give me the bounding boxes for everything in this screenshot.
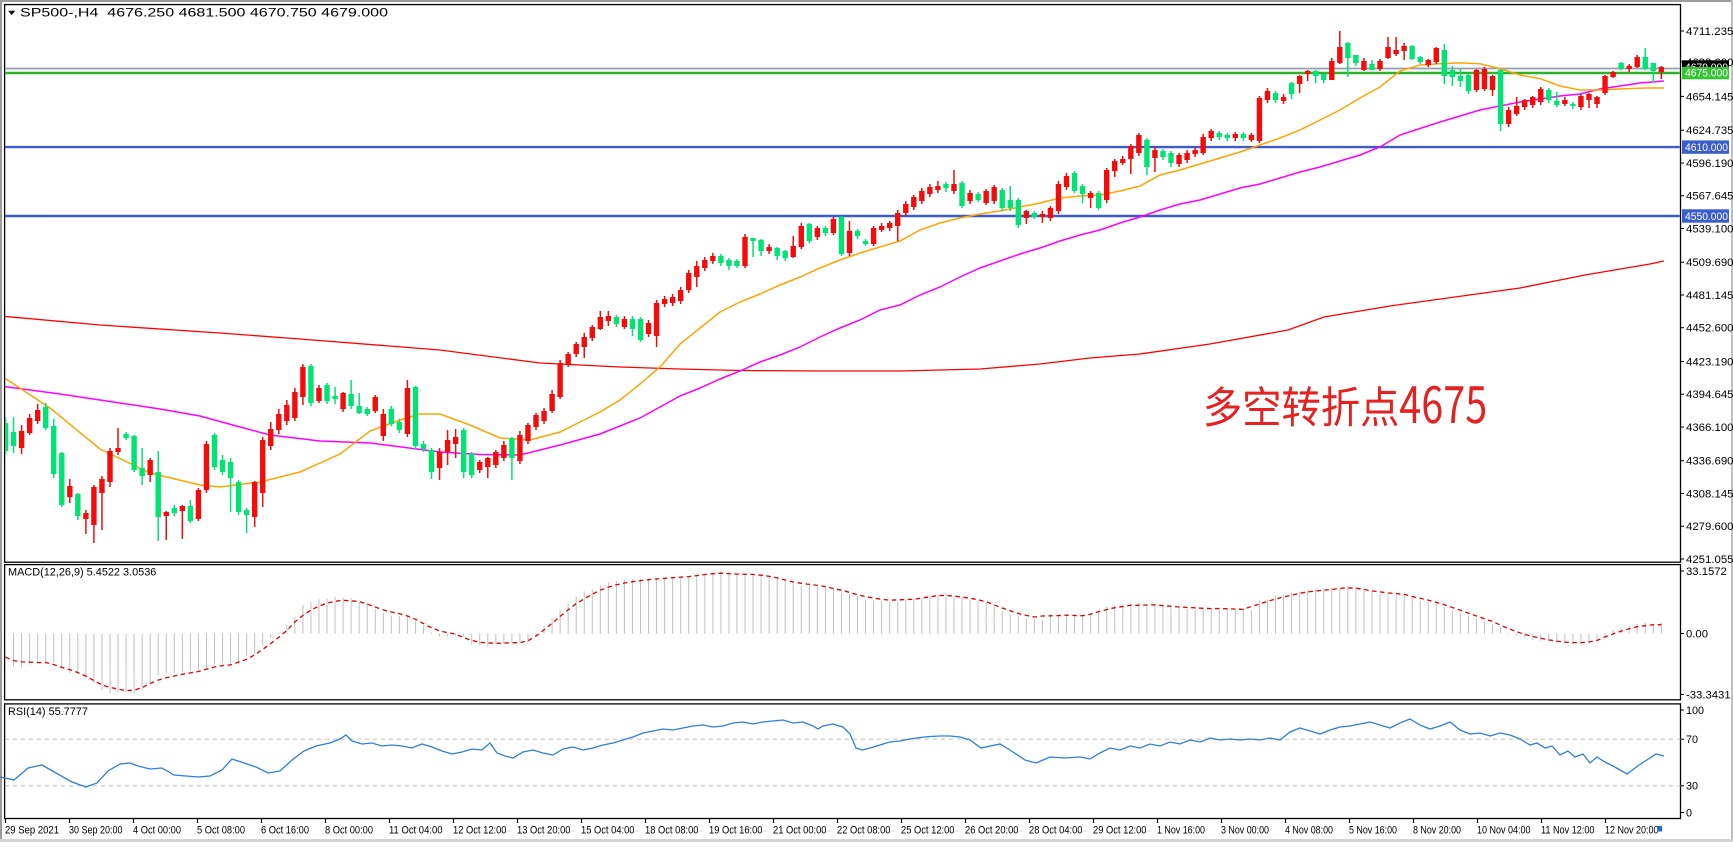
svg-text:RSI(14) 55.7777: RSI(14) 55.7777 (8, 706, 88, 718)
svg-text:3 Nov 00:00: 3 Nov 00:00 (1221, 825, 1269, 837)
svg-text:MACD(12,26,9) 5.4522 3.0536: MACD(12,26,9) 5.4522 3.0536 (8, 567, 156, 579)
svg-text:4711.235: 4711.235 (1686, 26, 1733, 38)
svg-text:100: 100 (1686, 705, 1704, 717)
svg-text:SP500-,H4 4676.250 4681.500 4: SP500-,H4 4676.250 4681.500 4670.750 467… (20, 5, 388, 19)
svg-text:70: 70 (1686, 734, 1698, 746)
svg-text:4 Oct 00:00: 4 Oct 00:00 (133, 825, 181, 837)
svg-text:10 Nov 04:00: 10 Nov 04:00 (1477, 825, 1531, 837)
svg-text:8 Nov 20:00: 8 Nov 20:00 (1413, 825, 1461, 837)
svg-text:4509.690: 4509.690 (1686, 257, 1733, 269)
svg-text:29 Oct 12:00: 29 Oct 12:00 (1093, 825, 1147, 837)
svg-text:4610.000: 4610.000 (1685, 142, 1728, 154)
svg-text:4539.100: 4539.100 (1686, 223, 1733, 235)
svg-text:5 Nov 16:00: 5 Nov 16:00 (1349, 825, 1397, 837)
svg-text:0.00: 0.00 (1686, 628, 1708, 640)
svg-text:22 Oct 08:00: 22 Oct 08:00 (837, 825, 891, 837)
svg-text:-33.3431: -33.3431 (1686, 689, 1731, 701)
svg-text:12 Oct 12:00: 12 Oct 12:00 (453, 825, 507, 837)
svg-text:29 Sep 2021: 29 Sep 2021 (5, 825, 59, 837)
svg-text:33.1572: 33.1572 (1686, 566, 1727, 578)
svg-text:4654.145: 4654.145 (1686, 91, 1733, 103)
svg-text:4279.600: 4279.600 (1686, 521, 1733, 533)
svg-text:13 Oct 20:00: 13 Oct 20:00 (517, 825, 571, 837)
svg-text:18 Oct 08:00: 18 Oct 08:00 (645, 825, 699, 837)
svg-text:26 Oct 20:00: 26 Oct 20:00 (965, 825, 1019, 837)
svg-text:28 Oct 04:00: 28 Oct 04:00 (1029, 825, 1083, 837)
svg-text:4394.645: 4394.645 (1686, 389, 1733, 401)
svg-text:4550.000: 4550.000 (1685, 211, 1728, 223)
svg-text:30 Sep 20:00: 30 Sep 20:00 (69, 825, 123, 837)
svg-text:0: 0 (1686, 807, 1692, 819)
svg-text:25 Oct 12:00: 25 Oct 12:00 (901, 825, 955, 837)
svg-text:8 Oct 00:00: 8 Oct 00:00 (325, 825, 373, 837)
svg-text:30: 30 (1686, 781, 1698, 793)
svg-text:4596.190: 4596.190 (1686, 158, 1733, 170)
svg-text:4567.645: 4567.645 (1686, 191, 1733, 203)
svg-text:15 Oct 04:00: 15 Oct 04:00 (581, 825, 635, 837)
svg-text:11 Oct 04:00: 11 Oct 04:00 (389, 825, 443, 837)
svg-text:4336.690: 4336.690 (1686, 456, 1733, 468)
svg-text:4251.055: 4251.055 (1686, 554, 1733, 566)
svg-text:11 Nov 12:00: 11 Nov 12:00 (1541, 825, 1595, 837)
svg-text:4624.735: 4624.735 (1686, 125, 1733, 137)
svg-text:5 Oct 08:00: 5 Oct 08:00 (197, 825, 245, 837)
svg-text:4 Nov 08:00: 4 Nov 08:00 (1285, 825, 1333, 837)
svg-text:4423.190: 4423.190 (1686, 356, 1733, 368)
svg-text:21 Oct 00:00: 21 Oct 00:00 (773, 825, 827, 837)
svg-text:4481.145: 4481.145 (1686, 290, 1733, 302)
svg-text:12 Nov 20:00: 12 Nov 20:00 (1605, 825, 1659, 837)
svg-text:4675.000: 4675.000 (1685, 68, 1728, 80)
svg-text:4452.600: 4452.600 (1686, 323, 1733, 335)
svg-text:4308.145: 4308.145 (1686, 488, 1733, 500)
svg-text:19 Oct 16:00: 19 Oct 16:00 (709, 825, 763, 837)
svg-text:6 Oct 16:00: 6 Oct 16:00 (261, 825, 309, 837)
svg-text:1 Nov 16:00: 1 Nov 16:00 (1157, 825, 1205, 837)
svg-text:4366.100: 4366.100 (1686, 422, 1733, 434)
